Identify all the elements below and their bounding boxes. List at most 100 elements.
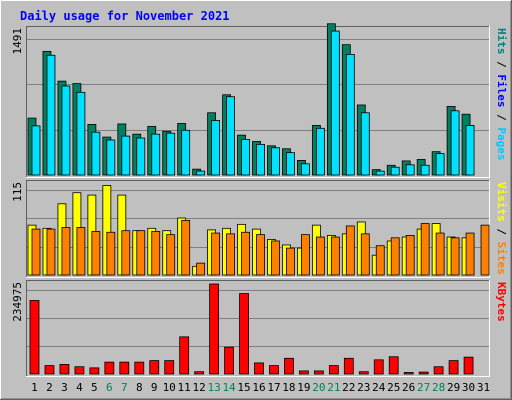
side-legend-part: Pages — [495, 127, 508, 160]
bar-files-day-4 — [76, 91, 86, 176]
bar-files-day-27 — [420, 164, 430, 176]
bar-files-day-13 — [211, 120, 221, 176]
bar-files-day-3 — [61, 85, 71, 176]
chart-title: Daily usage for November 2021 — [20, 9, 230, 23]
bar-kbytes-day-10 — [164, 360, 175, 375]
x-tick-label-8: 8 — [136, 381, 143, 394]
bar-kbytes-day-12 — [194, 371, 205, 375]
x-tick-label-3: 3 — [61, 381, 68, 394]
bar-sites-day-22 — [345, 225, 355, 276]
bar-files-day-17 — [271, 147, 280, 176]
panel-kbytes: 234975 KBytes — [11, 280, 508, 377]
x-tick-label-25: 25 — [387, 381, 400, 394]
x-tick-label-12: 12 — [193, 381, 206, 394]
bar-sites-day-31 — [480, 224, 490, 276]
bar-sites-day-9 — [151, 231, 161, 276]
bar-kbytes-day-1 — [29, 300, 40, 375]
bar-files-day-19 — [301, 163, 310, 176]
bar-sites-day-14 — [226, 233, 235, 276]
bar-files-day-26 — [405, 164, 415, 176]
x-tick-label-13: 13 — [207, 381, 220, 394]
bar-sites-day-30 — [465, 232, 475, 276]
side-legend-part: Visits — [495, 182, 508, 222]
bar-kbytes-day-20 — [313, 370, 324, 375]
x-tick-label-14: 14 — [222, 381, 236, 394]
bar-kbytes-day-27 — [418, 371, 429, 375]
bar-sites-day-20 — [315, 236, 325, 276]
bar-sites-day-11 — [181, 219, 191, 276]
bar-sites-day-1 — [31, 228, 41, 276]
bar-files-day-5 — [91, 131, 101, 176]
x-tick-label-21: 21 — [327, 381, 340, 394]
bar-kbytes-day-8 — [134, 361, 145, 375]
bar-kbytes-day-9 — [149, 360, 160, 375]
bar-files-day-24 — [375, 170, 385, 176]
bar-sites-day-28 — [435, 232, 445, 276]
bar-sites-day-7 — [121, 230, 131, 276]
bar-kbytes-day-7 — [119, 361, 130, 375]
bar-files-day-25 — [390, 166, 400, 176]
x-tick-label-6: 6 — [106, 381, 113, 394]
bar-files-day-8 — [136, 137, 146, 176]
bar-kbytes-day-28 — [433, 366, 444, 375]
side-legend: Hits / Files / Pages — [495, 28, 508, 161]
plot-area — [26, 280, 490, 377]
panel-visits-sites: 115 Visits / Sites — [11, 180, 508, 278]
bar-sites-day-27 — [420, 223, 430, 276]
bar-sites-day-21 — [330, 236, 340, 276]
bar-files-day-7 — [121, 135, 131, 176]
panel-hits-files-pages: 1491 Hits / Files / Pages — [11, 23, 508, 178]
x-tick-label-16: 16 — [252, 381, 265, 394]
bar-kbytes-day-17 — [269, 365, 279, 375]
bar-sites-day-10 — [166, 234, 176, 276]
bar-sites-day-15 — [241, 231, 250, 276]
x-tick-label-1: 1 — [31, 381, 38, 394]
side-legend-part: Hits — [495, 28, 508, 55]
x-tick-label-27: 27 — [417, 381, 430, 394]
bar-files-day-2 — [46, 54, 56, 176]
bar-files-day-28 — [435, 153, 445, 176]
bar-files-day-18 — [286, 152, 295, 176]
x-tick-label-5: 5 — [91, 381, 98, 394]
x-tick-label-22: 22 — [342, 381, 355, 394]
bar-sites-day-12 — [196, 262, 206, 276]
y-max-label: 115 — [11, 182, 24, 202]
x-axis-labels: 1 2 3 4 5 6 7 8 9 10 11 12 13 14 15 16 17 18 19 20 21 22 23 24 2… — [31, 381, 490, 394]
bar-kbytes-day-25 — [388, 356, 399, 375]
bar-kbytes-day-11 — [179, 336, 190, 375]
y-max-label: 1491 — [11, 28, 24, 55]
bar-sites-day-26 — [405, 235, 415, 276]
bar-sites-day-25 — [390, 237, 400, 276]
bar-sites-day-19 — [301, 234, 310, 276]
bar-sites-day-13 — [211, 232, 221, 276]
bar-files-day-12 — [196, 170, 206, 176]
x-tick-label-30: 30 — [462, 381, 475, 394]
bar-kbytes-day-15 — [239, 293, 249, 375]
side-legend: Visits / Sites — [495, 182, 508, 275]
bar-files-day-20 — [315, 127, 325, 176]
bar-sites-day-3 — [61, 227, 71, 276]
x-tick-label-19: 19 — [297, 381, 310, 394]
bar-sites-day-17 — [271, 240, 280, 276]
bar-files-day-23 — [360, 112, 370, 176]
bar-kbytes-day-2 — [44, 365, 55, 375]
x-tick-label-20: 20 — [312, 381, 325, 394]
y-max-label: 234975 — [11, 282, 24, 322]
bar-kbytes-day-4 — [74, 366, 85, 375]
x-tick-label-4: 4 — [76, 381, 83, 394]
bar-files-day-11 — [181, 129, 191, 176]
bar-files-day-21 — [330, 30, 340, 176]
side-legend-part: KBytes — [495, 282, 508, 322]
x-tick-label-28: 28 — [432, 381, 445, 394]
bar-kbytes-day-3 — [59, 364, 70, 375]
bar-files-day-29 — [450, 110, 460, 176]
bar-kbytes-day-29 — [448, 360, 459, 375]
bar-kbytes-day-23 — [358, 371, 369, 375]
bar-sites-day-8 — [136, 230, 146, 276]
bar-sites-day-5 — [91, 231, 101, 276]
bar-kbytes-day-26 — [403, 372, 414, 375]
x-tick-label-26: 26 — [402, 381, 415, 394]
x-tick-label-9: 9 — [151, 381, 158, 394]
bar-sites-day-23 — [360, 233, 370, 276]
